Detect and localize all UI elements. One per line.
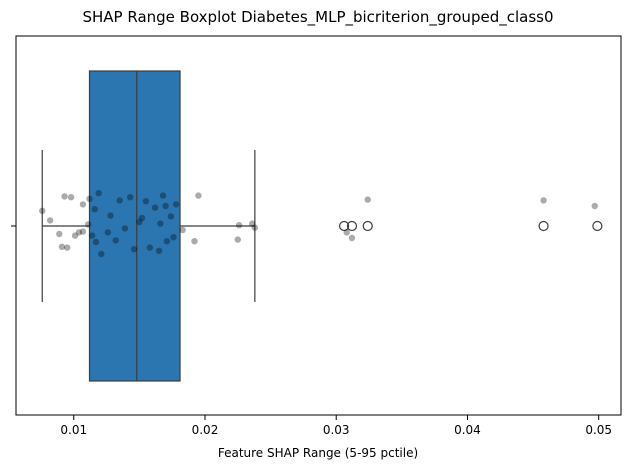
strip-point: [138, 214, 146, 222]
strip-point: [46, 217, 54, 224]
strip-point: [146, 244, 154, 251]
strip-point: [116, 197, 123, 204]
strip-point: [151, 204, 159, 211]
strip-point: [170, 234, 177, 241]
outlier-marker: [346, 220, 358, 232]
x-tick-label: 0.04: [454, 423, 481, 437]
x-tick-label: 0.02: [192, 423, 219, 437]
strip-point: [195, 192, 202, 199]
strip-point: [249, 220, 256, 227]
iqr-box: [88, 70, 181, 382]
strip-point: [107, 212, 114, 219]
strip-point: [251, 224, 259, 231]
strip-point: [364, 196, 371, 203]
strip-point: [39, 207, 46, 214]
strip-point: [79, 228, 87, 235]
outlier-markers: [338, 220, 603, 232]
strip-point: [56, 230, 63, 238]
chart-title: SHAP Range Boxplot Diabetes_MLP_bicriter…: [82, 8, 553, 27]
strip-point: [71, 232, 79, 239]
box: [88, 70, 181, 382]
strip-point: [159, 192, 167, 199]
x-tick-label: 0.03: [323, 423, 350, 437]
strip-point: [163, 238, 171, 245]
strip-point: [162, 202, 169, 210]
strip-point: [348, 234, 356, 242]
outlier-marker: [592, 220, 603, 232]
strip-point: [343, 229, 350, 236]
strip-point: [84, 221, 92, 228]
strip-point: [88, 232, 96, 239]
x-axis-label: Feature SHAP Range (5-95 pctile): [218, 446, 418, 460]
strip-point: [121, 225, 129, 232]
strip-point: [67, 194, 75, 201]
strip-point: [79, 201, 87, 208]
outlier-marker: [338, 220, 350, 232]
strip-point: [61, 193, 68, 200]
whiskers: [41, 150, 256, 302]
strip-point: [235, 222, 243, 229]
strip-point: [155, 247, 163, 254]
strip-point: [92, 238, 100, 246]
strip-point: [63, 244, 71, 251]
strip-point: [172, 201, 180, 208]
strip-point: [234, 236, 241, 243]
strip-points: [39, 190, 598, 258]
strip-point: [540, 197, 547, 204]
strip-point: [75, 229, 83, 236]
strip-point: [142, 198, 150, 205]
strip-point: [136, 218, 143, 226]
strip-point: [157, 220, 164, 227]
strip-point: [179, 226, 186, 234]
strip-point: [91, 206, 98, 213]
plot-title: SHAP Range Boxplot Diabetes_MLP_bicriter…: [82, 8, 553, 27]
x-axis: 0.01 0.02 0.03 0.04 0.05: [60, 415, 612, 437]
strip-point: [58, 243, 66, 250]
x-tick-label: 0.05: [585, 423, 612, 437]
strip-point: [130, 246, 138, 253]
strip-point: [95, 190, 102, 197]
strip-point: [98, 250, 105, 258]
outlier-marker: [362, 220, 373, 232]
strip-point: [167, 213, 175, 220]
strip-point: [591, 202, 598, 210]
outlier-marker: [538, 220, 549, 232]
strip-point: [191, 238, 198, 245]
x-tick-label: 0.01: [60, 423, 87, 437]
strip-point: [112, 237, 119, 244]
strip-point: [126, 194, 134, 201]
strip-point: [104, 229, 112, 236]
strip-point: [86, 195, 93, 202]
